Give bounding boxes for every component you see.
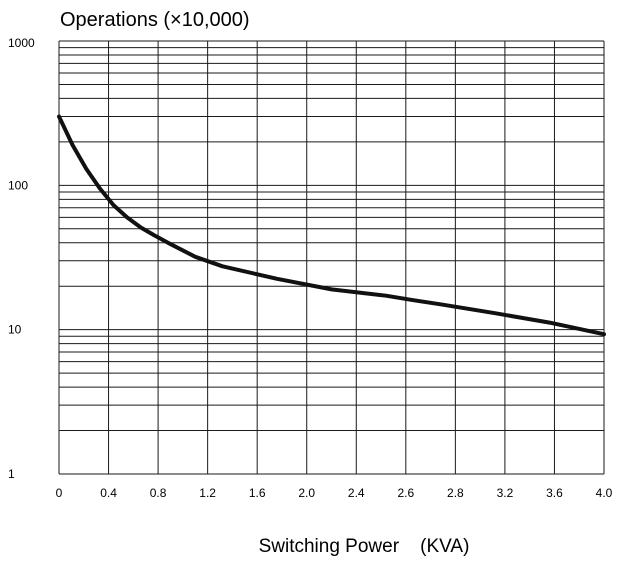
series-line: [57, 114, 606, 337]
y-tick-label: 10: [8, 323, 22, 337]
x-tick-label: 2.6: [397, 486, 414, 500]
x-tick-label: 3.2: [497, 486, 514, 500]
y-tick-label: 100: [8, 178, 28, 192]
x-tick-label: 2.4: [348, 486, 365, 500]
x-tick-label: 0.4: [100, 486, 117, 500]
x-tick-label: 3.6: [546, 486, 563, 500]
x-tick-label: 0: [56, 486, 63, 500]
grid: [58, 40, 605, 475]
x-tick-label: 1.6: [249, 486, 266, 500]
series-layer: [57, 114, 606, 337]
x-tick-label: 1.2: [199, 486, 216, 500]
x-tick-label: 0.8: [150, 486, 167, 500]
y-axis-title: Operations (×10,000): [60, 9, 250, 31]
x-tick-label: 2.8: [447, 486, 464, 500]
x-tick-label: 2.0: [298, 486, 315, 500]
y-tick-label: 1: [8, 467, 15, 481]
tick-labels: 0 0.4 0.8 1.2 1.6 2.0 2.4 2.6 2.8 3.2 3.6 4.0 1 10 100…: [8, 36, 613, 500]
x-tick-label: 4.0: [596, 486, 613, 500]
x-axis-title: Switching Power (KVA): [259, 536, 470, 557]
y-tick-label: 1000: [8, 36, 35, 50]
